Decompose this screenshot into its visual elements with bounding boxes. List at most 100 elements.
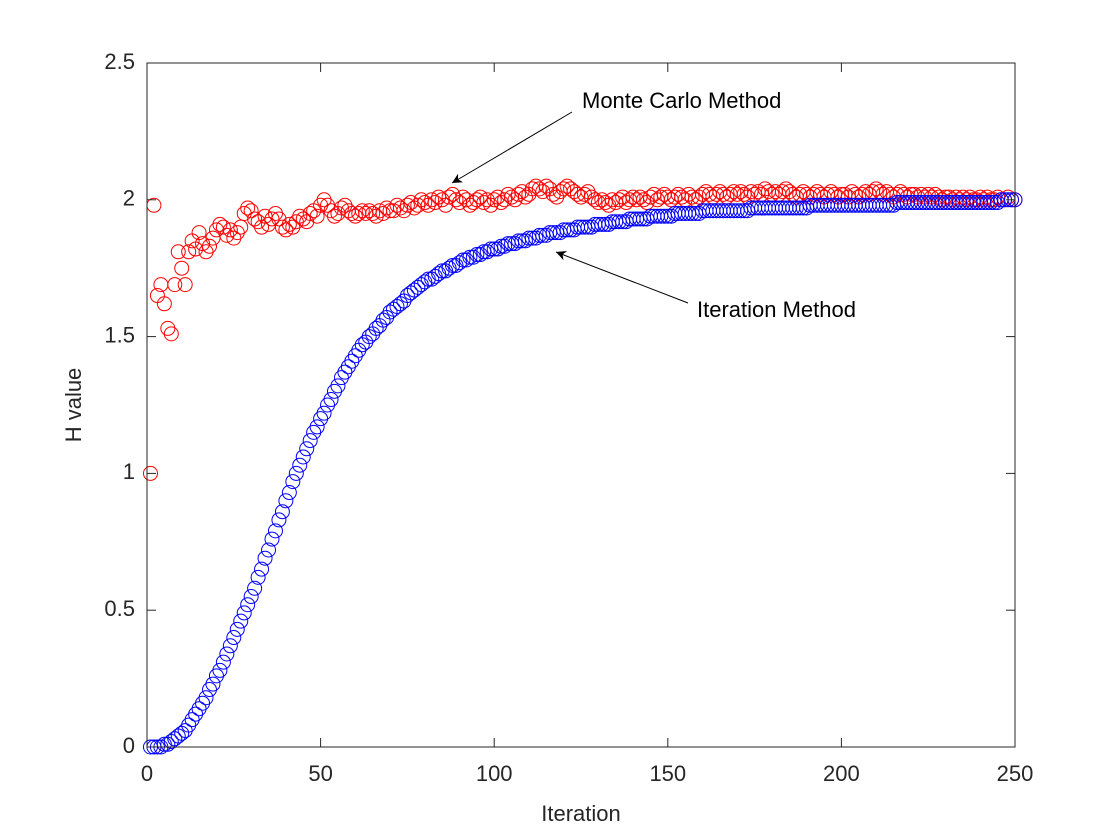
data-point	[309, 419, 325, 435]
axes-box	[146, 62, 1016, 748]
annotation: Monte Carlo Method	[582, 88, 781, 113]
data-point	[302, 205, 318, 221]
annotation: Iteration Method	[697, 297, 856, 322]
data-point	[511, 186, 527, 202]
data-point	[531, 181, 547, 197]
y-tick-label: 2.5	[104, 49, 135, 74]
data-point	[399, 197, 415, 213]
data-point	[236, 205, 252, 221]
data-point	[486, 241, 502, 257]
data-point	[330, 378, 346, 394]
data-point	[160, 320, 176, 336]
data-point	[167, 277, 183, 293]
data-point	[212, 216, 228, 232]
data-point	[201, 682, 217, 698]
data-point	[233, 613, 249, 629]
data-point	[386, 203, 402, 219]
data-point	[288, 214, 304, 230]
data-point	[469, 192, 485, 208]
data-point	[243, 203, 259, 219]
data-point	[212, 662, 228, 678]
data-point	[274, 504, 290, 520]
data-point	[250, 569, 266, 585]
data-point	[156, 736, 172, 752]
x-tick-label: 100	[476, 761, 513, 786]
x-tick-label: 50	[308, 761, 332, 786]
data-point	[448, 192, 464, 208]
data-point	[254, 561, 270, 577]
data-point	[420, 197, 436, 213]
data-point	[368, 208, 384, 224]
x-tick-label: 200	[823, 761, 860, 786]
data-point	[424, 192, 440, 208]
data-point	[198, 244, 214, 260]
data-point	[1004, 192, 1020, 208]
data-point	[274, 219, 290, 235]
data-point	[333, 370, 349, 386]
data-point	[316, 192, 332, 208]
data-point	[302, 433, 318, 449]
data-point	[295, 449, 311, 465]
data-point	[434, 263, 450, 279]
annotation-arrow	[451, 111, 573, 184]
data-point	[469, 247, 485, 263]
data-point	[184, 712, 200, 728]
data-point	[441, 260, 457, 276]
data-point	[226, 630, 242, 646]
data-point	[229, 225, 245, 241]
data-point	[170, 244, 186, 260]
data-point	[174, 260, 190, 276]
data-point	[344, 353, 360, 369]
x-tick-label: 250	[997, 761, 1034, 786]
data-point	[587, 192, 603, 208]
data-point	[854, 186, 870, 202]
data-point	[198, 690, 214, 706]
data-point	[247, 580, 263, 596]
data-point	[285, 219, 301, 235]
data-point	[313, 197, 329, 213]
data-point	[316, 405, 332, 421]
data-point	[528, 230, 544, 246]
data-point	[233, 219, 249, 235]
y-tick-label: 0	[123, 733, 135, 758]
data-point	[684, 189, 700, 205]
x-tick-label: 0	[141, 761, 153, 786]
data-point	[181, 717, 197, 733]
data-point	[306, 424, 322, 440]
data-point	[774, 184, 790, 200]
data-point	[257, 550, 273, 566]
y-tick-label: 1.5	[104, 322, 135, 347]
data-point	[292, 457, 308, 473]
data-point	[261, 542, 277, 558]
data-point	[278, 222, 294, 238]
data-point	[323, 392, 339, 408]
data-point	[431, 266, 447, 282]
y-tick-label: 0.5	[104, 596, 135, 621]
data-point	[156, 296, 172, 312]
data-point	[191, 225, 207, 241]
data-point	[486, 192, 502, 208]
data-point	[347, 348, 363, 364]
data-point	[535, 184, 551, 200]
data-point	[545, 186, 561, 202]
data-point	[476, 195, 492, 211]
data-point	[472, 247, 488, 263]
data-point	[497, 192, 513, 208]
data-point	[219, 646, 235, 662]
y-tick-label: 2	[123, 186, 135, 211]
data-point	[420, 271, 436, 287]
data-point	[451, 255, 467, 271]
data-point	[417, 195, 433, 211]
data-point	[309, 208, 325, 224]
data-point	[337, 364, 353, 380]
data-point	[497, 238, 513, 254]
data-point	[254, 219, 270, 235]
data-point	[267, 523, 283, 539]
data-point	[514, 184, 530, 200]
x-tick-label: 150	[649, 761, 686, 786]
data-point	[556, 181, 572, 197]
data-point	[726, 184, 742, 200]
data-point	[191, 701, 207, 717]
data-point	[323, 203, 339, 219]
